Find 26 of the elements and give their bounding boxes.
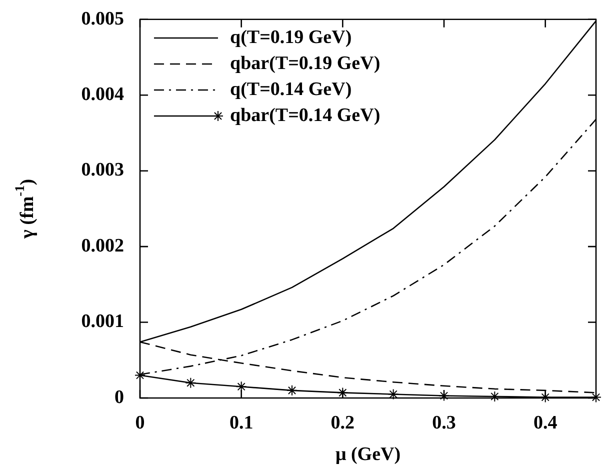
- x-tick-label: 0.2: [330, 412, 355, 434]
- point: [388, 388, 399, 400]
- point: [134, 370, 146, 381]
- legend-label: qbar(T=0.19 GeV): [230, 53, 380, 76]
- point: [337, 387, 348, 398]
- x-tick-label: 0.3: [432, 412, 456, 434]
- y-tick-label: 0: [114, 386, 124, 408]
- legend-label: q(T=0.19 GeV): [230, 27, 352, 50]
- point: [438, 390, 450, 402]
- y-tick-label: 0.004: [81, 84, 124, 106]
- point: [540, 392, 551, 403]
- legend-label: q(T=0.14 GeV): [230, 79, 352, 102]
- y-tick-label: 0.005: [81, 8, 124, 30]
- y-tick-label: 0.003: [81, 160, 124, 181]
- x-tick-label: 0: [135, 412, 145, 434]
- x-tick-label: 0.1: [229, 412, 254, 434]
- legend-label: qbar(T=0.14 GeV): [230, 105, 380, 128]
- x-tick-label: 0.4: [533, 412, 558, 434]
- y-axis-title: γ (fm-1): [12, 178, 38, 240]
- point: [286, 384, 298, 396]
- point: [236, 381, 247, 392]
- point: [185, 377, 196, 388]
- point: [590, 392, 602, 403]
- x-axis-title: μ (GeV): [335, 444, 401, 465]
- y-tick-label: 0.002: [81, 235, 124, 256]
- y-tick-label: 0.001: [81, 311, 124, 332]
